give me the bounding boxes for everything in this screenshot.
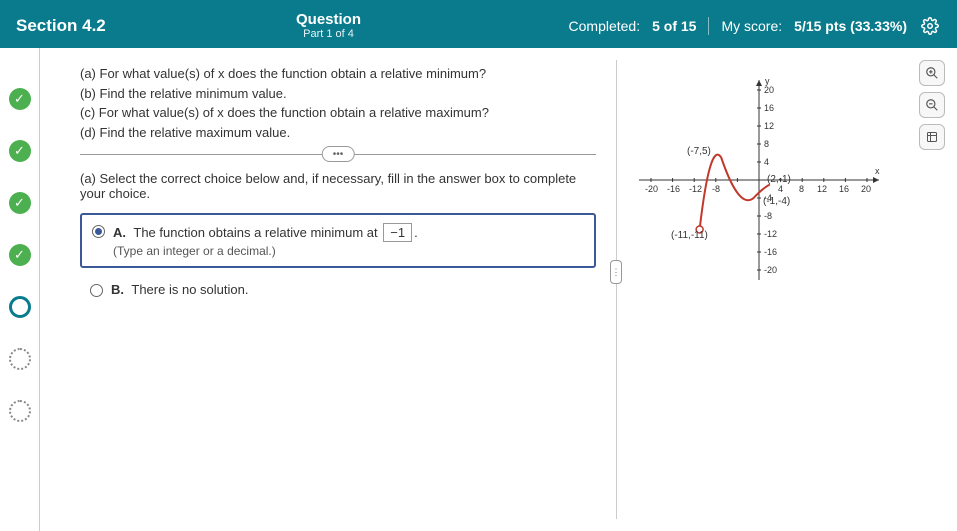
progress-item-done[interactable]: ✓ [9,140,31,162]
choice-a-label: A. [113,225,126,240]
progress-item-done[interactable]: ✓ [9,192,31,214]
svg-text:12: 12 [817,184,827,194]
part-b: (b) Find the relative minimum value. [80,84,596,104]
section-title: Section 4.2 [16,16,296,36]
settings-icon[interactable] [919,15,941,37]
graph-panel: -20-16-12-8 48121620 20161284 -4-8-12-16… [617,48,957,531]
header-bar: Section 4.2 Question Part 1 of 4 Complet… [0,0,957,48]
svg-text:-20: -20 [764,265,777,275]
part-a: (a) For what value(s) of x does the func… [80,64,596,84]
completed-value: 5 of 15 [652,18,696,34]
popout-icon[interactable] [919,124,945,150]
svg-text:20: 20 [861,184,871,194]
choice-b-content: B. There is no solution. [111,282,248,297]
function-graph[interactable]: -20-16-12-8 48121620 20161284 -4-8-12-16… [629,70,889,290]
completed-label: Completed: [569,18,641,34]
svg-text:(-1,-4): (-1,-4) [763,196,790,207]
svg-text:-16: -16 [667,184,680,194]
answer-input[interactable]: −1 [383,223,412,242]
part-label: Part 1 of 4 [296,28,361,40]
progress-item-done[interactable]: ✓ [9,244,31,266]
svg-text:-8: -8 [712,184,720,194]
radio-b[interactable] [90,284,103,297]
divider: ••• [80,154,596,155]
choice-a-hint: (Type an integer or a decimal.) [113,244,418,258]
choice-b-label: B. [111,282,124,297]
svg-text:16: 16 [839,184,849,194]
score-label: My score: [721,18,782,34]
svg-text:(-7,5): (-7,5) [687,146,711,157]
part-d: (d) Find the relative maximum value. [80,123,596,143]
svg-text:4: 4 [778,184,783,194]
progress-item-todo[interactable] [9,400,31,422]
header-status: Completed: 5 of 15 My score: 5/15 pts (3… [569,15,941,37]
svg-text:16: 16 [764,103,774,113]
choice-b-text: There is no solution. [131,282,248,297]
svg-text:-8: -8 [764,211,772,221]
svg-text:(-11,-11): (-11,-11) [671,230,708,241]
choice-a[interactable]: A. The function obtains a relative minim… [80,213,596,268]
graph-tools [919,60,945,150]
progress-item-current[interactable] [9,296,31,318]
instruction-text: (a) Select the correct choice below and,… [80,171,596,201]
main-area: ✓ ✓ ✓ ✓ (a) For what value(s) of x does … [0,48,957,531]
svg-text:-20: -20 [645,184,658,194]
svg-text:12: 12 [764,121,774,131]
svg-text:-12: -12 [764,229,777,239]
svg-text:y: y [765,76,770,86]
part-c: (c) For what value(s) of x does the func… [80,103,596,123]
score-value: 5/15 pts (33.33%) [794,18,907,34]
svg-text:x: x [875,166,880,176]
choice-b[interactable]: B. There is no solution. [80,274,596,305]
zoom-out-icon[interactable] [919,92,945,118]
svg-text:4: 4 [764,157,769,167]
choice-a-content: A. The function obtains a relative minim… [113,223,418,258]
question-heading: Question Part 1 of 4 [296,11,361,40]
zoom-in-icon[interactable] [919,60,945,86]
expand-button[interactable]: ••• [322,146,355,162]
content-area: (a) For what value(s) of x does the func… [40,48,957,531]
progress-sidebar: ✓ ✓ ✓ ✓ [0,48,40,531]
svg-text:(2,-1): (2,-1) [767,174,791,185]
svg-text:8: 8 [799,184,804,194]
question-label: Question [296,11,361,28]
svg-text:8: 8 [764,139,769,149]
svg-text:20: 20 [764,85,774,95]
svg-text:-12: -12 [689,184,702,194]
question-text: (a) For what value(s) of x does the func… [80,64,596,142]
radio-a[interactable] [92,225,105,238]
svg-text:-16: -16 [764,247,777,257]
progress-item-todo[interactable] [9,348,31,370]
question-panel: (a) For what value(s) of x does the func… [40,48,616,531]
choice-a-text-before: The function obtains a relative minimum … [133,225,377,240]
choice-a-text-after: . [414,225,418,240]
progress-item-done[interactable]: ✓ [9,88,31,110]
